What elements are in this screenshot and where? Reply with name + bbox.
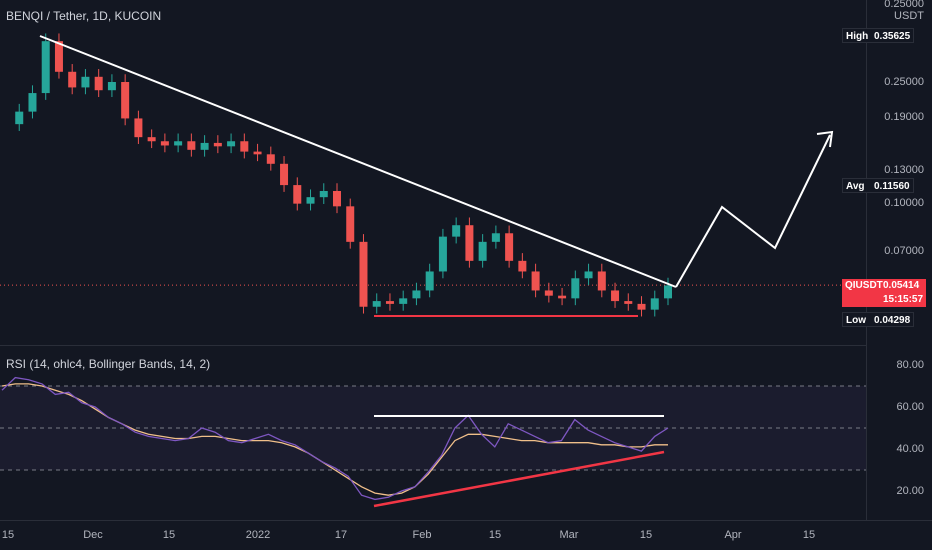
candle-body: [253, 151, 262, 155]
candle-body: [54, 41, 63, 72]
high-tag-label: High: [846, 31, 869, 42]
candle-body: [531, 271, 540, 291]
time-label: Feb: [412, 529, 432, 541]
time-label: 15: [802, 529, 816, 541]
candle-body: [160, 141, 169, 146]
rsi-ascending-trendline: [373, 450, 665, 508]
candle-body: [518, 260, 527, 272]
candle-body: [412, 290, 421, 299]
time-label: 2022: [245, 529, 271, 541]
candle-body: [15, 111, 24, 125]
candle-body: [187, 141, 196, 150]
time-label: Apr: [724, 529, 742, 541]
candle-body: [438, 236, 447, 272]
candle-body: [213, 142, 222, 147]
candle-body: [346, 206, 355, 242]
price-label-top: 0.25000: [884, 0, 924, 10]
candles: [15, 33, 672, 317]
candle-body: [584, 271, 593, 279]
candle-body: [385, 301, 394, 304]
candle-body: [134, 118, 143, 138]
low-tag-label: Low: [846, 315, 866, 326]
candle-body: [624, 301, 633, 304]
candle-body: [227, 141, 236, 147]
symbol-tag-label: QIUSDT: [845, 280, 883, 291]
time-label: 17: [334, 529, 348, 541]
symbol-price-tag[interactable]: QIUSDT0.05414 15:15:57: [842, 279, 927, 307]
currency-label: USDT: [894, 10, 924, 22]
price-label: 0.25000: [884, 76, 924, 88]
price-label: 0.13000: [884, 164, 924, 176]
price-scale-border: [866, 0, 867, 520]
candle-body: [452, 225, 461, 237]
rsi-line: [1, 376, 669, 501]
avg-tag-label: Avg: [846, 181, 865, 192]
candle-body: [359, 241, 368, 307]
rsi-label: 20.00: [896, 485, 924, 497]
candle-body: [333, 190, 341, 207]
time-label: Dec: [83, 529, 103, 541]
candle-body: [306, 197, 315, 204]
low-tag: Low 0.04298: [842, 312, 915, 327]
candle-body: [544, 290, 553, 296]
price-label: 0.10000: [884, 197, 924, 209]
candle-body: [399, 298, 408, 304]
candle-body: [68, 71, 77, 88]
rsi-label: 80.00: [896, 359, 924, 371]
candle-body: [121, 82, 130, 119]
candle-body: [571, 278, 580, 299]
price-label: 0.19000: [884, 111, 924, 123]
descending-trendline: [39, 35, 677, 288]
low-tag-value: 0.04298: [874, 315, 911, 326]
rsi-indicator-title[interactable]: RSI (14, ohlc4, Bollinger Bands, 14, 2): [6, 357, 211, 371]
candle-body: [372, 301, 381, 307]
candle-body: [174, 141, 183, 146]
candle-body: [28, 93, 37, 112]
candle-body: [491, 233, 500, 242]
high-tag-value: 0.35625: [874, 31, 911, 42]
chart-title[interactable]: BENQI / Tether, 1D, KUCOIN: [6, 9, 162, 23]
candle-body: [650, 298, 659, 310]
time-label: 15: [1, 529, 15, 541]
time-label: 15: [639, 529, 653, 541]
rsi-label: 60.00: [896, 401, 924, 413]
candle-body: [240, 141, 249, 152]
candle-body: [425, 271, 434, 291]
avg-tag-value: 0.11560: [874, 181, 910, 192]
candle-body: [200, 142, 209, 150]
rsi-label: 40.00: [896, 443, 924, 455]
candle-body: [478, 241, 487, 261]
candle-body: [319, 190, 328, 198]
projection-path: [675, 134, 831, 288]
candle-body: [465, 225, 474, 261]
candle-body: [147, 137, 156, 142]
high-tag: High 0.35625: [842, 28, 915, 43]
candle-body: [637, 303, 646, 310]
candle-body: [41, 41, 50, 94]
candle-body: [266, 154, 275, 164]
candle-body: [293, 185, 302, 204]
time-scale-border: [0, 520, 932, 521]
time-label: 15: [488, 529, 502, 541]
candle-body: [94, 76, 103, 91]
candle-body: [280, 163, 289, 186]
candle-body: [107, 82, 116, 91]
pane-separator[interactable]: [0, 345, 866, 346]
avg-tag: Avg 0.11560: [842, 178, 914, 193]
candle-body: [505, 233, 514, 261]
candle-body: [664, 285, 672, 299]
candle-body: [558, 295, 567, 299]
symbol-tag-value: 0.05414: [883, 280, 920, 291]
projection-arrowhead: [816, 130, 834, 148]
candle-body: [81, 76, 90, 88]
countdown-timer: 15:15:57: [883, 294, 924, 305]
candle-body: [611, 290, 620, 302]
candle-body: [597, 271, 606, 291]
time-label: Mar: [559, 529, 579, 541]
price-label: 0.07000: [884, 245, 924, 257]
time-label: 15: [162, 529, 176, 541]
